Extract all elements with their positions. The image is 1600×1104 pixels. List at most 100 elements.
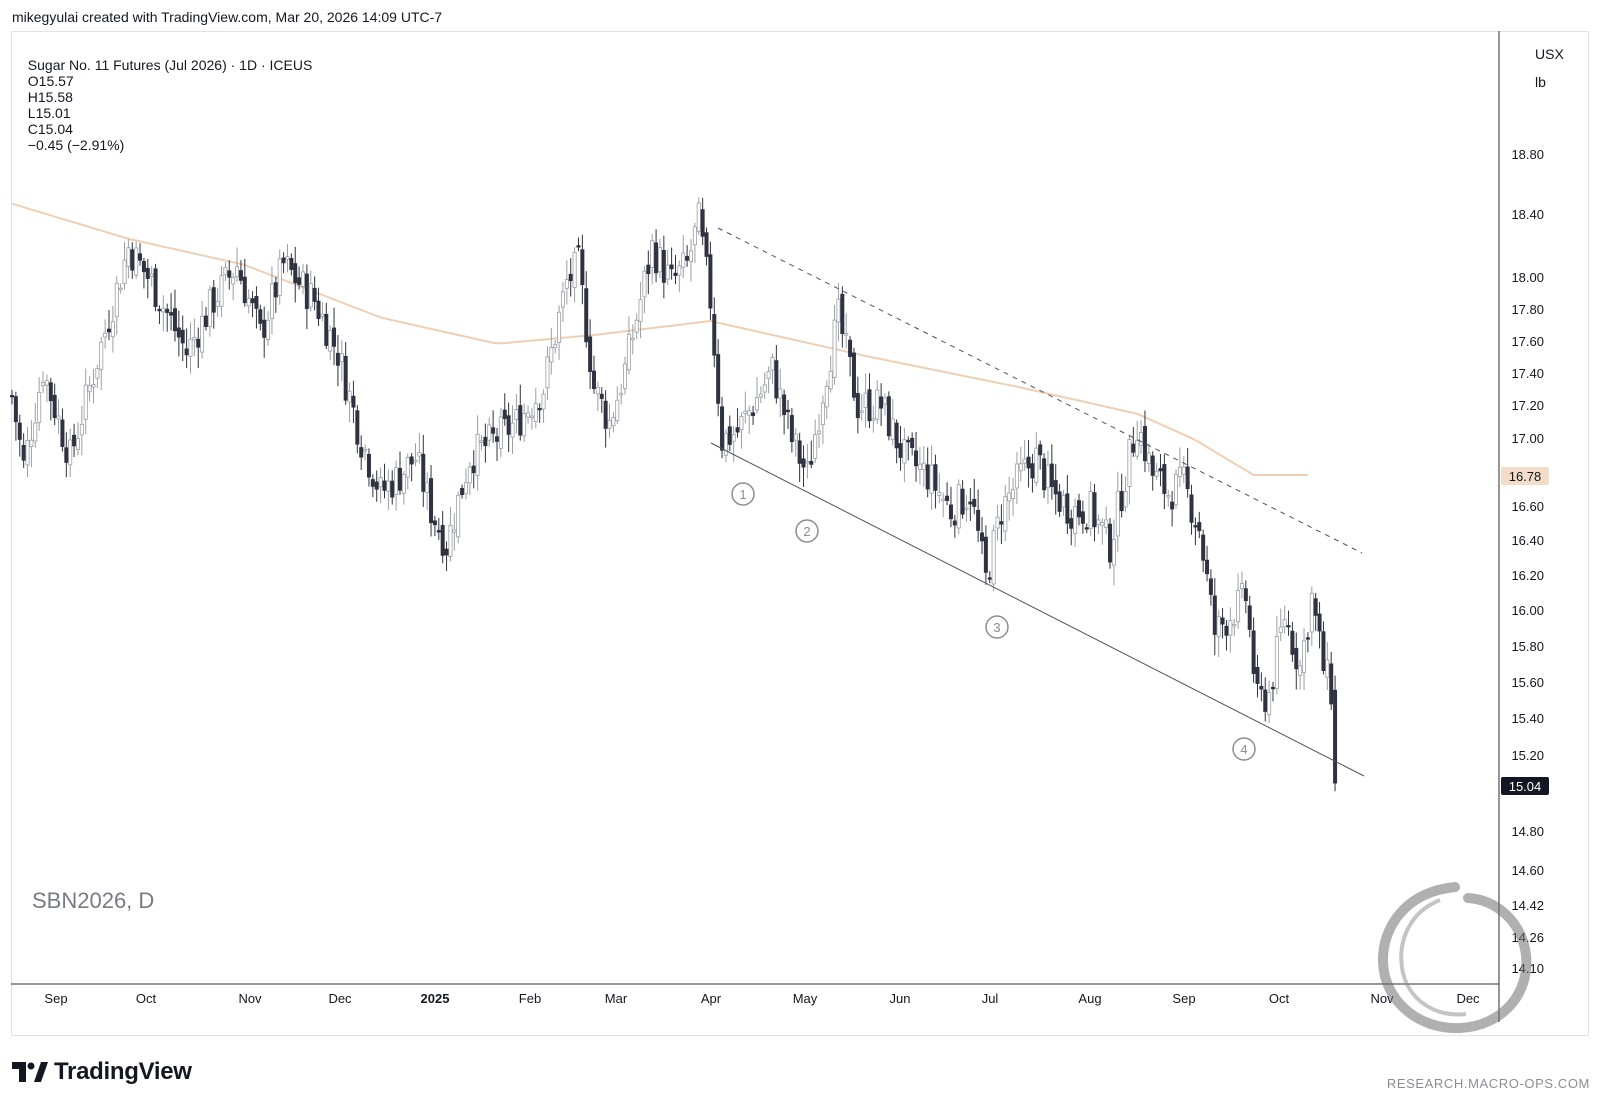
- time-tick-label: Oct: [1269, 991, 1290, 1006]
- candle-body: [324, 313, 329, 346]
- candle-body: [910, 437, 915, 448]
- candle-body: [595, 386, 600, 394]
- candle-body: [1084, 527, 1089, 530]
- candle-body: [1325, 659, 1330, 678]
- candle-body: [460, 487, 465, 495]
- candle-body: [172, 308, 177, 332]
- wave-number: 4: [1240, 742, 1247, 757]
- candle-body: [886, 396, 891, 437]
- candle-body: [180, 329, 185, 344]
- candle-body: [188, 338, 193, 357]
- research-url[interactable]: RESEARCH.MACRO-OPS.COM: [1386, 1076, 1590, 1091]
- candle-body: [335, 352, 340, 366]
- price-tick-label: 16.20: [1511, 568, 1544, 583]
- candle-body: [141, 261, 146, 273]
- candle-body: [995, 516, 1000, 529]
- candle-body: [1088, 491, 1093, 530]
- candle-body: [848, 339, 853, 357]
- price-tick-label: 17.40: [1511, 366, 1544, 381]
- wave-label-4[interactable]: 4: [1232, 737, 1256, 761]
- candle-body: [1080, 511, 1085, 524]
- candle-body: [277, 258, 282, 296]
- candle-body: [266, 319, 271, 340]
- candle-body: [366, 454, 371, 478]
- candle-body: [576, 245, 581, 248]
- candle-body: [494, 436, 499, 442]
- candle-body: [1197, 522, 1202, 532]
- candle-body: [630, 337, 635, 341]
- candle-body: [17, 422, 22, 440]
- candle-body: [300, 271, 305, 288]
- candle-body: [956, 484, 961, 529]
- symbol-header[interactable]: Sugar No. 11 Futures (Jul 2026) · 1D · I…: [20, 41, 318, 153]
- price-tick-label: 17.60: [1511, 334, 1544, 349]
- candle-body: [751, 412, 756, 417]
- wave-label-3[interactable]: 3: [985, 615, 1009, 639]
- candle-body: [987, 577, 992, 580]
- candle-body: [471, 465, 476, 474]
- candle-body: [615, 399, 620, 421]
- candle-body: [390, 480, 395, 498]
- price-tick-label: 18.00: [1511, 270, 1544, 285]
- candle-body: [580, 249, 585, 286]
- time-tick-label: Apr: [701, 991, 722, 1006]
- candle-body: [37, 391, 42, 423]
- candle-body: [906, 439, 911, 443]
- candle-body: [976, 509, 981, 531]
- tradingview-brand[interactable]: TradingView: [12, 1058, 192, 1086]
- candle-body: [968, 501, 973, 505]
- candle-body: [549, 346, 554, 363]
- candle-body: [60, 419, 65, 447]
- candle-body: [533, 403, 538, 422]
- candle-body: [401, 474, 406, 494]
- candle-body: [1286, 625, 1291, 628]
- candle-body: [1073, 506, 1078, 534]
- candle-body: [945, 495, 950, 501]
- channel-support-line[interactable]: [710, 442, 1365, 777]
- candle-body: [557, 311, 562, 343]
- time-tick-label: Sep: [1172, 991, 1195, 1006]
- candle-body: [510, 422, 515, 438]
- unit-selector[interactable]: USX lb: [1535, 40, 1587, 96]
- candle-body: [774, 360, 779, 399]
- candle-body: [634, 319, 639, 333]
- candle-body: [394, 467, 399, 495]
- candle-body: [254, 296, 259, 309]
- candle-body: [304, 273, 309, 309]
- candle-body: [770, 356, 775, 371]
- candle-body: [972, 498, 977, 507]
- moving-average-line: [11, 202, 1308, 476]
- candle-body: [432, 520, 437, 526]
- candle-body: [1030, 463, 1035, 479]
- candle-body: [720, 406, 725, 451]
- candle-body: [692, 226, 697, 246]
- candle-body: [491, 427, 496, 434]
- candle-body: [436, 530, 441, 533]
- time-tick-label: Aug: [1078, 991, 1101, 1006]
- price-tick-label: 18.40: [1511, 207, 1544, 222]
- candle-body: [359, 447, 364, 458]
- candle-body: [1263, 689, 1268, 712]
- candle-body: [126, 247, 131, 267]
- candle-body: [952, 520, 957, 526]
- wave-label-1[interactable]: 1: [731, 482, 755, 506]
- candle-body: [797, 440, 802, 464]
- candle-body: [165, 308, 170, 313]
- candle-body: [1026, 456, 1031, 469]
- wave-label-2[interactable]: 2: [795, 519, 819, 543]
- candle-body: [836, 298, 841, 323]
- candle-body: [95, 368, 100, 379]
- candle-body: [258, 309, 263, 324]
- candle-body: [231, 276, 236, 285]
- candle-body: [444, 548, 449, 556]
- channel-resistance-line[interactable]: [717, 227, 1363, 554]
- candle-body: [1224, 625, 1229, 636]
- candle-body: [817, 430, 822, 434]
- candle-body: [642, 270, 647, 298]
- candle-body: [902, 439, 907, 464]
- candle-body: [863, 392, 868, 408]
- candle-body: [1131, 443, 1136, 453]
- time-tick-label: Sep: [44, 991, 67, 1006]
- candle-body: [9, 394, 14, 398]
